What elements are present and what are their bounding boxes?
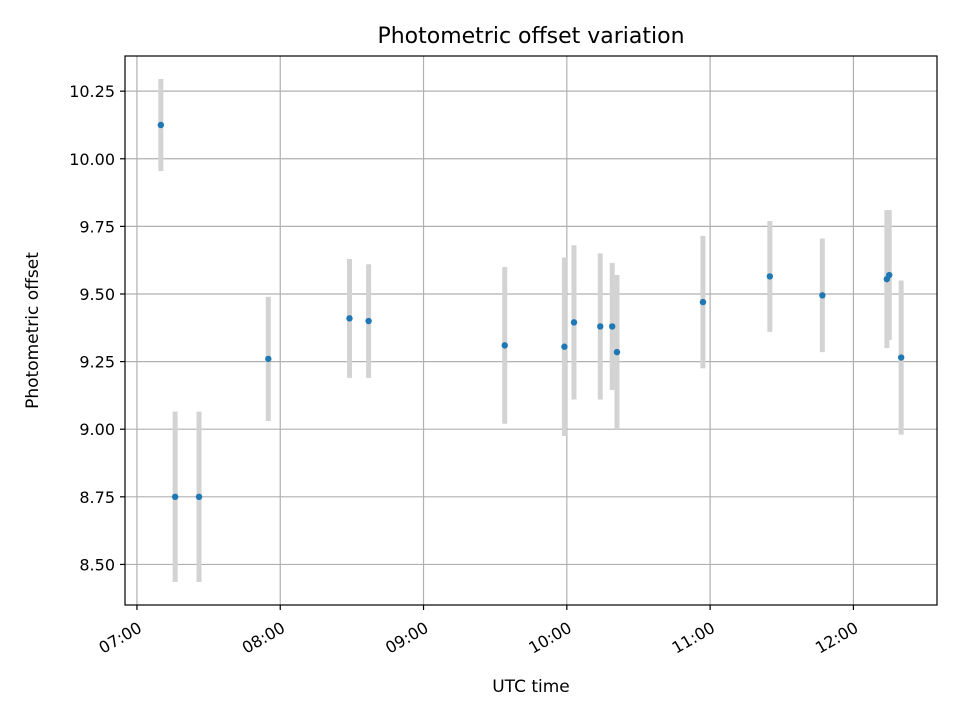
chart-title: Photometric offset variation <box>377 24 684 49</box>
y-tick-label: 8.50 <box>79 555 115 574</box>
data-point <box>897 354 905 361</box>
error-bars <box>158 78 904 583</box>
data-point <box>171 493 179 501</box>
y-axis-label: Photometric offset <box>23 252 43 409</box>
grid <box>125 56 937 605</box>
y-tick-label: 9.25 <box>79 353 115 372</box>
data-points <box>157 121 905 501</box>
data-point <box>365 317 372 325</box>
data-point <box>501 342 508 349</box>
y-tick-label: 9.75 <box>79 217 115 236</box>
data-point <box>561 343 568 350</box>
data-point <box>609 323 616 330</box>
data-point <box>699 298 707 306</box>
y-tick-label: 9.50 <box>79 285 115 304</box>
y-tick-label: 8.75 <box>79 488 115 507</box>
x-tick-label: 09:00 <box>382 618 431 658</box>
data-point <box>613 348 621 356</box>
data-point <box>570 319 578 326</box>
data-point <box>819 292 826 299</box>
y-tick-label: 10.00 <box>69 150 115 169</box>
x-tick-label: 12:00 <box>812 618 861 658</box>
y-tick-label: 10.25 <box>69 82 115 101</box>
data-point <box>346 315 353 322</box>
axis-ticks: 07:00 08:00 09:00 10:00 11:00 12:00 8.50 8.75 9.… <box>69 82 861 657</box>
data-point <box>766 273 774 280</box>
x-tick-label: 11:00 <box>669 618 718 658</box>
y-tick-label: 9.00 <box>79 420 115 439</box>
x-tick-label: 07:00 <box>96 618 145 658</box>
data-point <box>886 271 893 279</box>
data-point <box>195 493 203 501</box>
data-point <box>597 323 604 330</box>
x-tick-label: 08:00 <box>239 618 288 658</box>
x-tick-label: 10:00 <box>525 618 574 658</box>
data-point <box>157 121 165 129</box>
plot-area-frame <box>124 55 938 606</box>
x-axis-label: UTC time <box>492 677 570 697</box>
data-point <box>265 355 272 363</box>
